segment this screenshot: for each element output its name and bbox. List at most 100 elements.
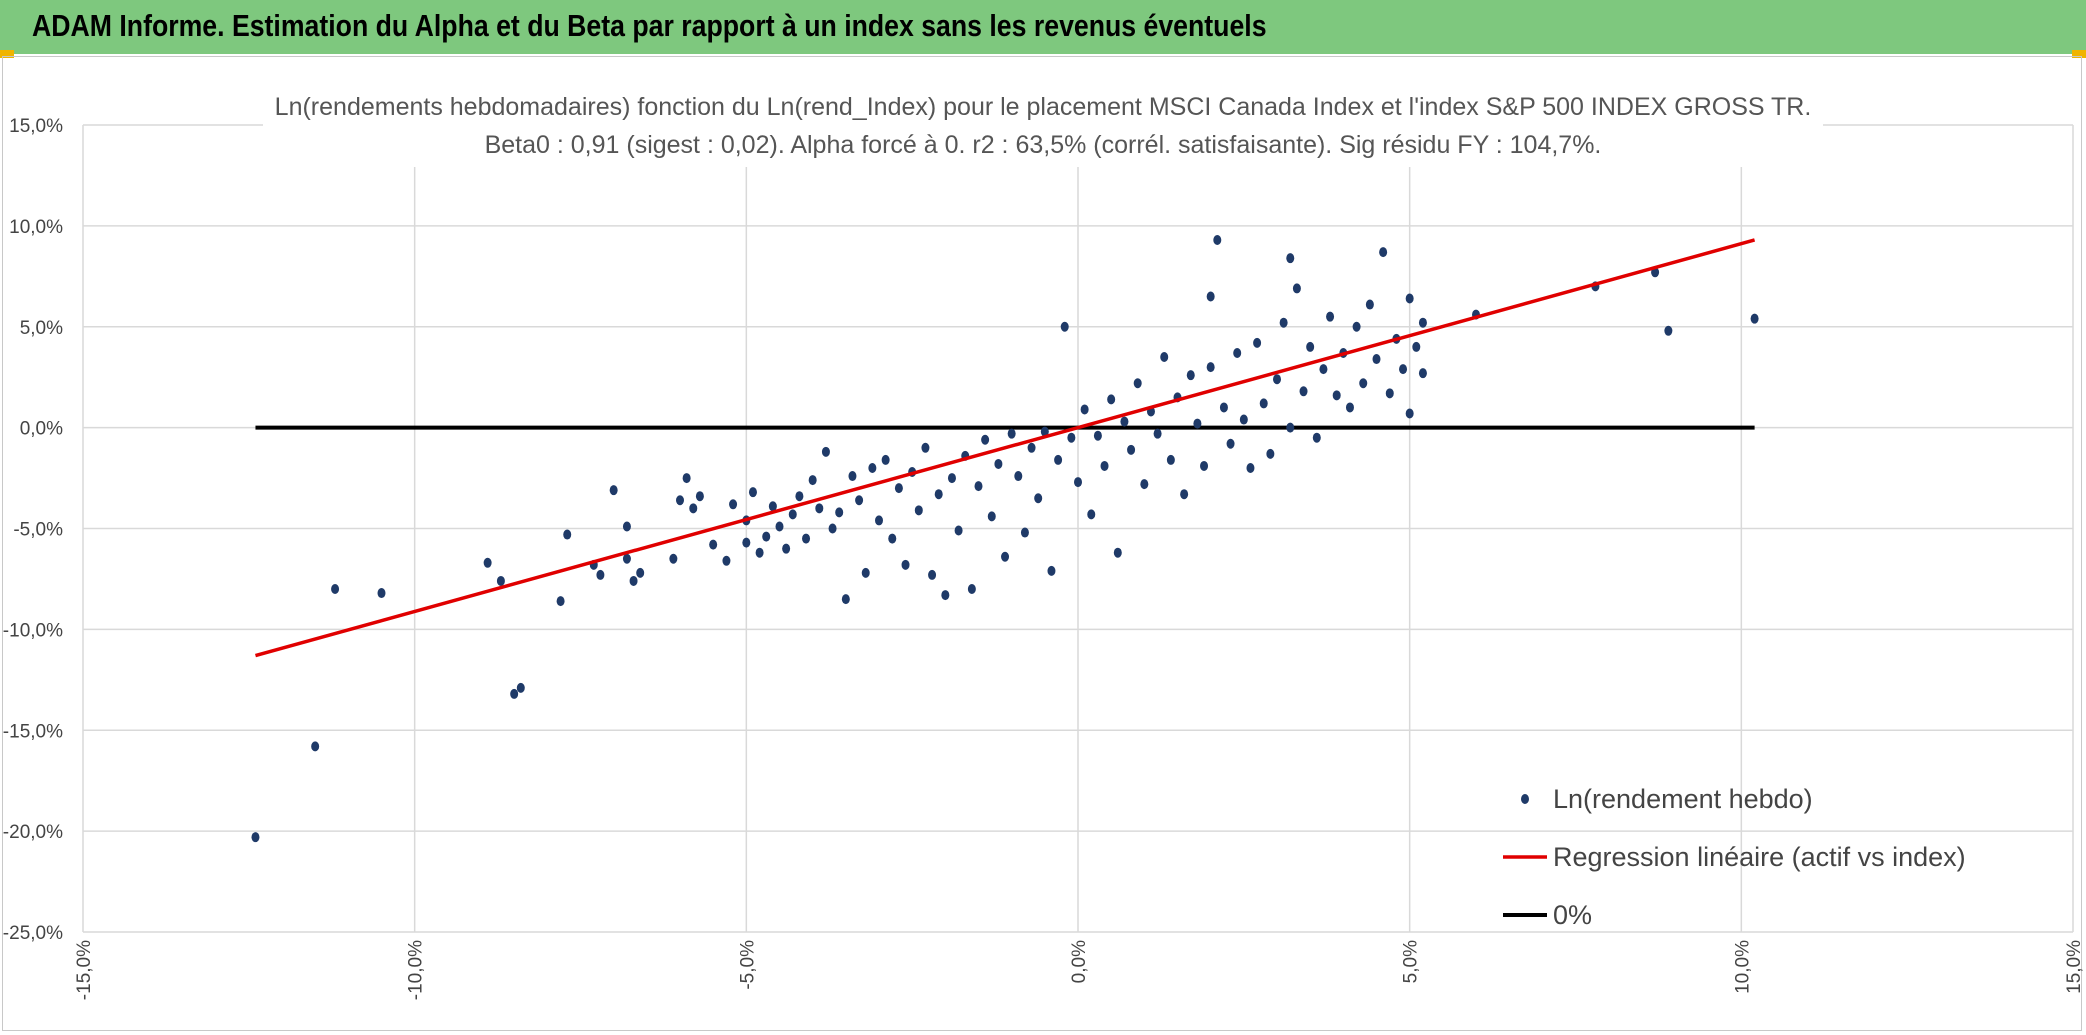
scatter-point [1001,551,1010,562]
scatter-point [377,588,386,599]
scatter-point [1034,493,1043,504]
scatter-point [1153,428,1162,439]
scatter-point [1100,460,1109,471]
scatter-point [1365,299,1374,310]
chart-title: Ln(rendements hebdomadaires) fonction du… [275,93,1812,121]
scatter-point [755,547,764,558]
scatter-point [1372,354,1381,365]
scatter-point [1418,317,1427,328]
scatter-point [1299,386,1308,397]
scatter-point [689,503,698,514]
scatter-point [1014,471,1023,482]
scatter-point [1219,402,1228,413]
x-tick-label: 15,0% [2064,940,2083,994]
legend-label: Regression linéaire (actif vs index) [1553,842,1966,872]
scatter-point [1213,234,1222,245]
scatter-point [762,531,771,542]
scatter-point [742,537,751,548]
title-background [263,83,1823,167]
scatter-point [1140,479,1149,490]
scatter-point [1120,416,1129,427]
scatter-point [841,594,850,605]
scatter-point [1047,565,1056,576]
scatter-point [563,529,572,540]
scatter-point [928,569,937,580]
scatter-point [1027,442,1036,453]
scatter-point [1259,398,1268,409]
scatter-point [1239,414,1248,425]
scatter-point [1160,352,1169,363]
scatter-point [894,483,903,494]
scatter-point [1133,378,1142,389]
scatter-point [1186,370,1195,381]
scatter-point [496,575,505,586]
scatter-point [1206,362,1215,373]
scatter-point [788,509,797,520]
scatter-point [1127,444,1136,455]
scatter-point [861,567,870,578]
scatter-point [1359,378,1368,389]
scatter-point [1345,402,1354,413]
scatter-point [1180,489,1189,500]
x-tick-label: 10,0% [1732,940,1753,994]
scatter-point [1286,253,1295,264]
scatter-point [1074,477,1082,488]
scatter-point [901,559,910,570]
scatter-point [1286,422,1295,433]
scatter-point [1399,364,1408,375]
scatter-point [1306,341,1315,352]
x-tick-label: -5,0% [737,940,758,990]
legend: Ln(rendement hebdo) Regression linéaire (… [1503,784,1966,930]
x-tick-label: -15,0% [74,940,95,1000]
scatter-point [1418,368,1427,379]
scatter-point [669,553,678,564]
scatter-point [682,473,691,484]
scatter-point [516,682,525,693]
y-tick-label: -5,0% [13,520,63,541]
header-title: ADAM Informe. Estimation du Alpha et du … [32,8,1267,43]
legend-marker-scatter [1521,794,1529,804]
scatter-point [622,553,631,564]
scatter-point [1054,454,1063,465]
scatter-point [1040,426,1049,437]
scatter-point [795,491,804,502]
y-tick-label: 5,0% [20,318,63,339]
scatter-point [1007,428,1016,439]
y-tick-label: -15,0% [3,721,63,742]
legend-label: 0% [1553,900,1592,930]
scatter-point [629,575,638,586]
corner-marker-left [0,50,14,58]
header-bar: ADAM Informe. Estimation du Alpha et du … [0,0,2086,54]
scatter-point [556,596,565,607]
scatter-point [802,533,811,544]
x-tick-label: 5,0% [1401,940,1422,983]
scatter-point [596,569,605,580]
scatter-point [782,543,791,554]
scatter-point [881,454,890,465]
scatter-point [1379,247,1388,258]
scatter-point [1080,404,1089,415]
scatter-point [1226,438,1235,449]
scatter-point [921,442,930,453]
scatter-point [981,434,990,445]
scatter-point [609,485,618,496]
scatter-point [311,741,320,752]
scatter-point [1266,448,1275,459]
scatter-point [709,539,718,550]
scatter-point [974,481,983,492]
scatter-point [1405,293,1414,304]
scatter-point [331,584,340,595]
y-tick-label: -25,0% [3,923,63,944]
scatter-point [676,495,684,506]
scatter-point [947,473,956,484]
y-tick-label: 0,0% [20,419,63,440]
scatter-point [729,499,738,510]
chart-frame: -15,0% -10,0% -5,0% 0,0% 5,0% 10,0% 15,0% 15,0%… [2,56,2083,1031]
scatter-point [1067,432,1076,443]
chart-subtitle: Beta0 : 0,91 (sigest : 0,02). Alpha forc… [485,131,1602,159]
scatter-point [1193,418,1202,429]
scatter-point [748,487,757,498]
scatter-point [835,507,844,518]
x-tick-label: 0,0% [1069,940,1090,983]
y-tick-label: 15,0% [9,116,63,137]
